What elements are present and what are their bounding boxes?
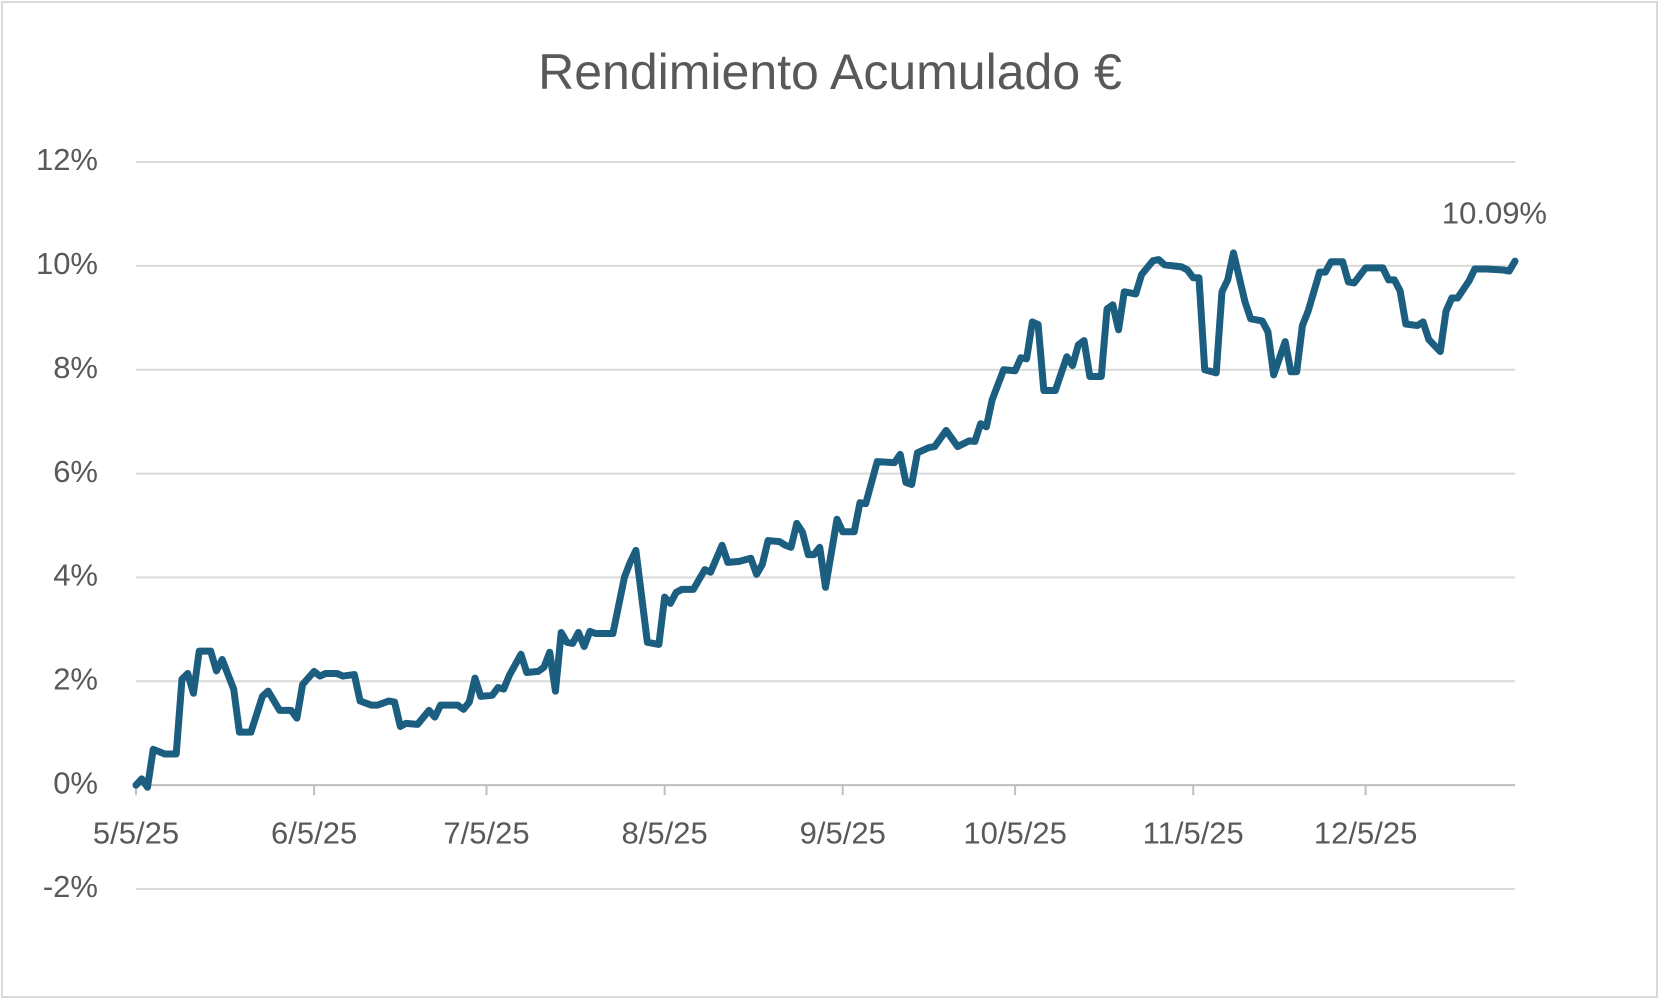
y-tick-label: -2% <box>43 869 98 904</box>
y-tick-label: 6% <box>53 454 98 489</box>
y-tick-label: 4% <box>53 558 98 593</box>
y-tick-label: 12% <box>36 142 98 177</box>
x-tick-label: 7/5/25 <box>443 815 529 850</box>
x-tick-label: 12/5/25 <box>1314 815 1417 850</box>
x-tick-label: 11/5/25 <box>1143 815 1244 850</box>
y-tick-label: 2% <box>53 661 98 696</box>
x-tick-label: 6/5/25 <box>271 815 357 850</box>
data-label: 10.09% <box>1442 195 1547 230</box>
x-tick-label: 8/5/25 <box>622 815 708 850</box>
y-tick-label: 10% <box>36 246 98 281</box>
data-line <box>132 249 1519 791</box>
y-tick-label: 0% <box>53 765 98 800</box>
chart-title: Rendimiento Acumulado € <box>538 44 1122 100</box>
x-tick-label: 5/5/25 <box>93 815 179 850</box>
x-tick-label: 10/5/25 <box>963 815 1066 850</box>
y-tick-label: 8% <box>53 350 98 385</box>
x-tick-label: 9/5/25 <box>800 815 886 850</box>
